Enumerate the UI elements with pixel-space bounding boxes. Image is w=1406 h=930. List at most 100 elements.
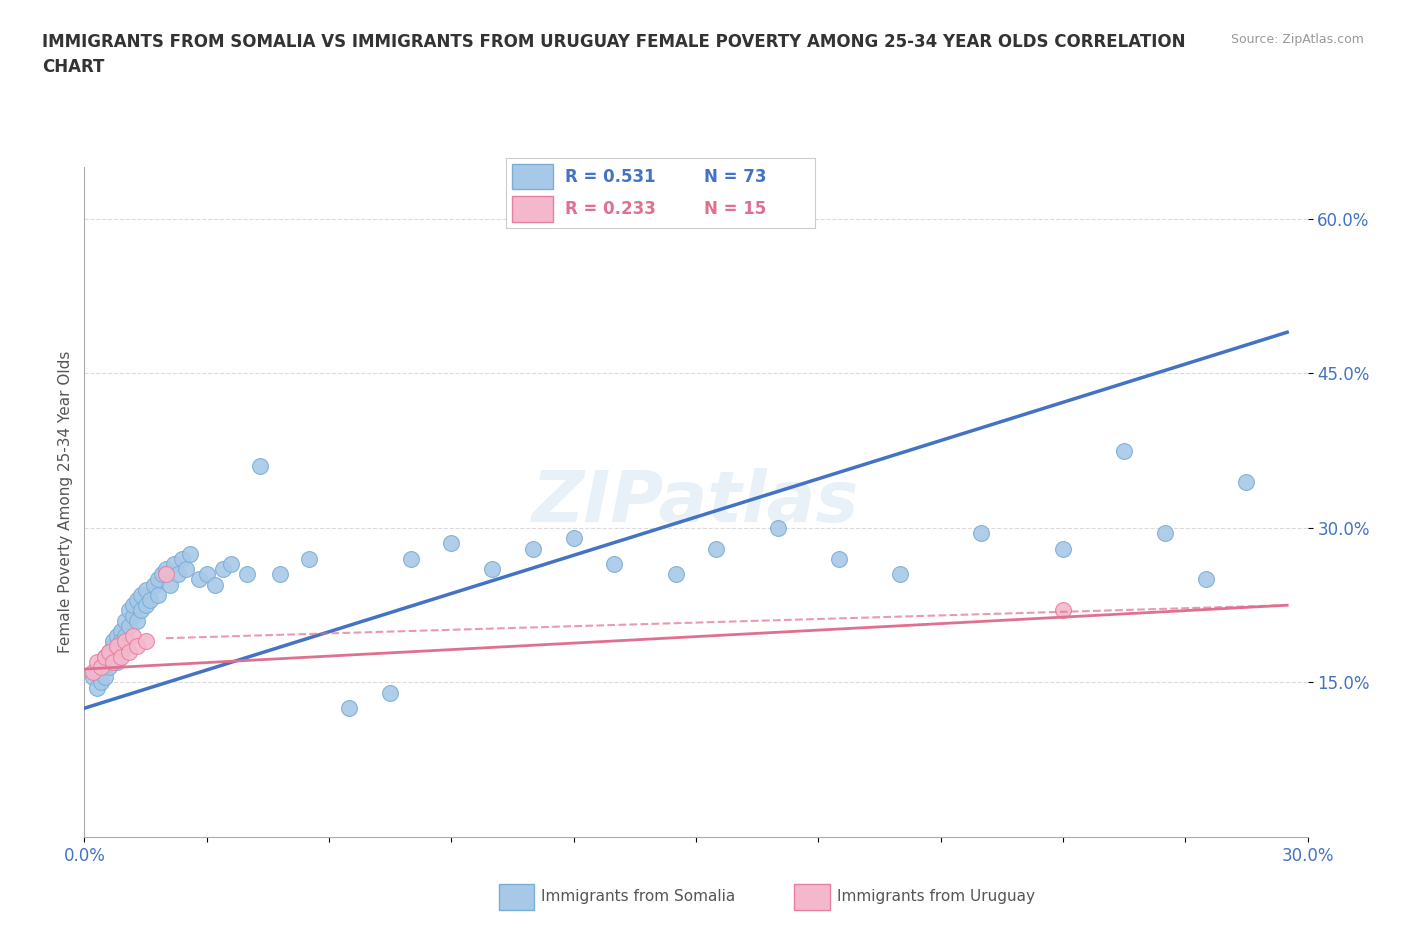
Point bbox=[135, 598, 157, 613]
Point bbox=[664, 567, 686, 582]
Point bbox=[82, 670, 104, 684]
Text: N = 15: N = 15 bbox=[704, 200, 766, 219]
Point bbox=[195, 567, 218, 582]
Point bbox=[122, 629, 145, 644]
Point bbox=[82, 665, 104, 680]
Point bbox=[146, 572, 169, 587]
Point bbox=[172, 551, 194, 566]
Point bbox=[93, 655, 115, 670]
Point bbox=[1052, 541, 1074, 556]
Point bbox=[399, 551, 422, 566]
Point bbox=[174, 562, 197, 577]
Point bbox=[187, 572, 209, 587]
Point bbox=[97, 644, 120, 659]
Point bbox=[93, 670, 115, 684]
Point bbox=[522, 541, 544, 556]
Point bbox=[97, 649, 120, 664]
Point bbox=[142, 578, 165, 592]
Bar bbox=[512, 164, 553, 190]
Point bbox=[155, 562, 177, 577]
Point bbox=[93, 649, 115, 664]
Point bbox=[131, 603, 153, 618]
Text: R = 0.233: R = 0.233 bbox=[565, 200, 655, 219]
Point bbox=[114, 634, 136, 649]
Point bbox=[97, 644, 120, 659]
Point bbox=[135, 582, 157, 597]
Text: N = 73: N = 73 bbox=[704, 167, 766, 186]
Point bbox=[481, 562, 503, 577]
Point bbox=[122, 598, 145, 613]
Point bbox=[127, 592, 149, 607]
Text: Source: ZipAtlas.com: Source: ZipAtlas.com bbox=[1230, 33, 1364, 46]
Point bbox=[86, 655, 108, 670]
Point bbox=[90, 659, 112, 674]
Point bbox=[219, 556, 242, 571]
Y-axis label: Female Poverty Among 25-34 Year Olds: Female Poverty Among 25-34 Year Olds bbox=[58, 351, 73, 654]
Point bbox=[101, 639, 124, 654]
Point bbox=[1153, 525, 1175, 540]
Point bbox=[101, 634, 124, 649]
Point bbox=[159, 578, 181, 592]
Point bbox=[131, 588, 153, 603]
Point bbox=[163, 556, 186, 571]
Point bbox=[118, 603, 141, 618]
Point bbox=[105, 629, 128, 644]
Point bbox=[179, 546, 201, 561]
Point bbox=[110, 623, 132, 638]
Point bbox=[146, 588, 169, 603]
Text: Immigrants from Somalia: Immigrants from Somalia bbox=[541, 889, 735, 904]
Point bbox=[138, 592, 160, 607]
Point bbox=[114, 629, 136, 644]
Point bbox=[766, 521, 789, 536]
Point bbox=[339, 701, 360, 716]
Point bbox=[105, 639, 128, 654]
Point bbox=[150, 567, 173, 582]
Point bbox=[167, 567, 190, 582]
Point bbox=[236, 567, 259, 582]
Point bbox=[90, 659, 112, 674]
Point bbox=[114, 639, 136, 654]
Point bbox=[1195, 572, 1218, 587]
Point bbox=[86, 680, 108, 695]
Point bbox=[114, 613, 136, 628]
Point bbox=[212, 562, 235, 577]
Point bbox=[269, 567, 291, 582]
Point bbox=[603, 556, 626, 571]
Point bbox=[105, 644, 128, 659]
Point bbox=[93, 649, 115, 664]
Point bbox=[135, 634, 157, 649]
Point bbox=[110, 634, 132, 649]
Point bbox=[101, 655, 124, 670]
Point bbox=[97, 659, 120, 674]
Point bbox=[1052, 603, 1074, 618]
Point bbox=[704, 541, 728, 556]
Point bbox=[380, 685, 402, 700]
Point bbox=[90, 675, 112, 690]
Point bbox=[105, 655, 128, 670]
Point bbox=[204, 578, 226, 592]
Point bbox=[101, 655, 124, 670]
Point bbox=[970, 525, 993, 540]
Point bbox=[889, 567, 911, 582]
Point bbox=[127, 613, 149, 628]
Point bbox=[249, 458, 271, 473]
Text: Immigrants from Uruguay: Immigrants from Uruguay bbox=[837, 889, 1035, 904]
Point bbox=[122, 608, 145, 623]
Point bbox=[86, 665, 108, 680]
Point bbox=[110, 639, 132, 654]
Point bbox=[155, 567, 177, 582]
Point bbox=[1114, 444, 1136, 458]
Bar bbox=[512, 196, 553, 222]
Point bbox=[110, 649, 132, 664]
Text: R = 0.531: R = 0.531 bbox=[565, 167, 655, 186]
Point bbox=[127, 639, 149, 654]
Text: IMMIGRANTS FROM SOMALIA VS IMMIGRANTS FROM URUGUAY FEMALE POVERTY AMONG 25-34 YE: IMMIGRANTS FROM SOMALIA VS IMMIGRANTS FR… bbox=[42, 33, 1185, 75]
Point bbox=[298, 551, 321, 566]
Text: ZIPatlas: ZIPatlas bbox=[533, 468, 859, 537]
Point bbox=[827, 551, 849, 566]
Point bbox=[1234, 474, 1257, 489]
Point bbox=[118, 644, 141, 659]
Point bbox=[440, 536, 463, 551]
Point bbox=[562, 531, 585, 546]
Point bbox=[118, 618, 141, 633]
